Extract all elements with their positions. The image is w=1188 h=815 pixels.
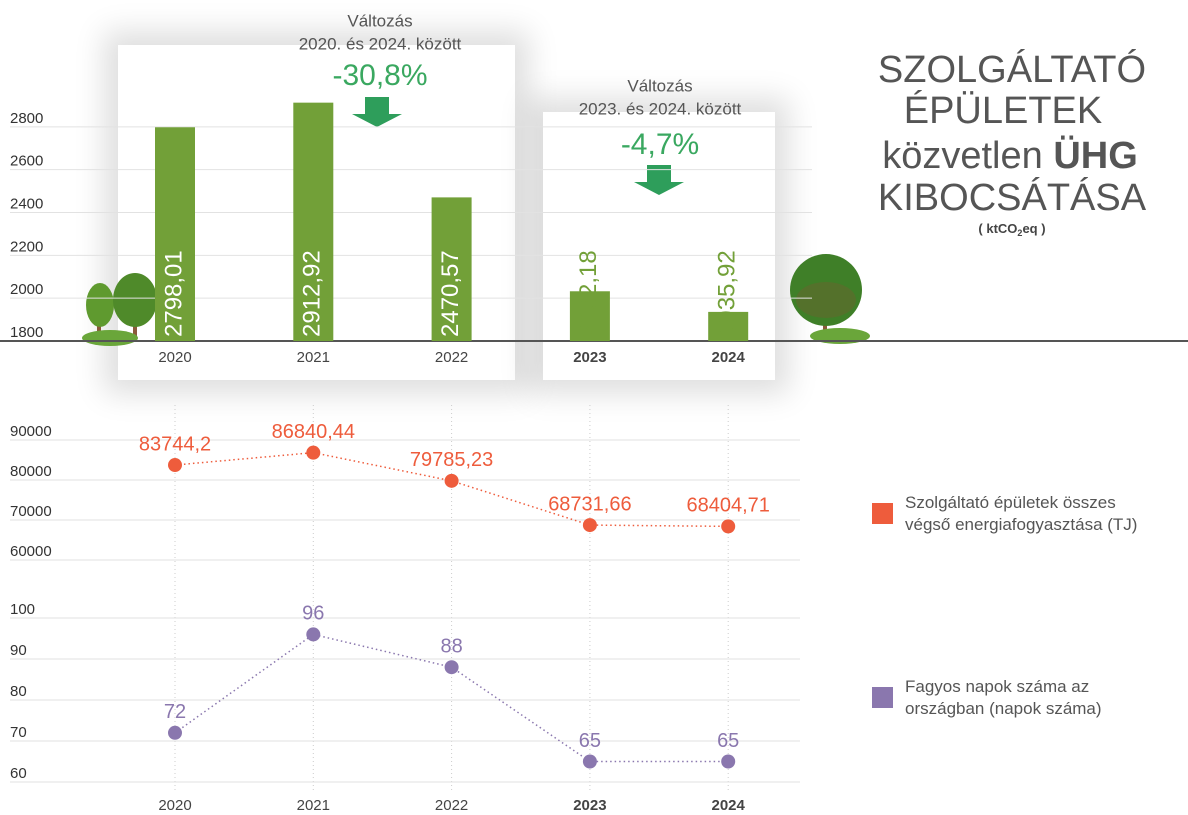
y-tick-label: 2600 <box>10 153 43 170</box>
y-tick-label: 60000 <box>10 543 52 560</box>
y-tick-label: 80000 <box>10 463 52 480</box>
x-tick-label: 2020 <box>158 797 191 814</box>
y-tick-label: 2400 <box>10 195 43 212</box>
x-tick-label: 2024 <box>712 349 746 366</box>
title-line: közvetlen ÜHG <box>882 134 1138 177</box>
data-label: 68404,71 <box>686 495 769 517</box>
data-label: 2798,01 <box>160 250 187 337</box>
y-tick-label: 2000 <box>10 281 43 298</box>
legend-item: Fagyos napok száma az országban (napok s… <box>872 676 1162 720</box>
y-tick-label: 100 <box>10 601 35 618</box>
annotation-text: 2023. és 2024. között <box>579 99 742 118</box>
data-point <box>445 660 459 674</box>
data-point <box>721 755 735 769</box>
y-tick-label: 90 <box>10 642 27 659</box>
annotation-value: -4,7% <box>621 128 699 161</box>
legend-swatch <box>872 503 893 524</box>
annotation-text: Változás <box>347 11 412 30</box>
y-tick-label: 70000 <box>10 503 52 520</box>
legend-item: Szolgáltató épületek összes végső energi… <box>872 492 1162 536</box>
trees <box>82 254 870 346</box>
data-point <box>721 519 735 533</box>
annotation-value: -30,8% <box>332 59 427 92</box>
x-tick-label: 2023 <box>573 349 606 366</box>
y-tick-label: 70 <box>10 724 27 741</box>
annotation-text: 2020. és 2024. között <box>299 34 462 53</box>
x-tick-label: 2021 <box>297 797 330 814</box>
y-tick-label: 60 <box>10 765 27 782</box>
data-label: 2912,92 <box>299 250 326 337</box>
data-label: 68731,66 <box>548 493 631 515</box>
data-point <box>306 627 320 641</box>
legend-label: Fagyos napok száma az országban (napok s… <box>905 676 1162 720</box>
data-point <box>583 518 597 532</box>
unit-part: eq ) <box>1022 221 1045 236</box>
data-label: 88 <box>440 635 462 657</box>
data-label: 79785,23 <box>410 449 493 471</box>
y-tick-label: 80 <box>10 683 27 700</box>
title-word: ÜHG <box>1053 134 1137 177</box>
y-tick-label: 2200 <box>10 238 43 255</box>
y-tick-label: 90000 <box>10 423 52 440</box>
x-tick-label: 2023 <box>573 797 606 814</box>
arrow <box>352 97 402 127</box>
data-point <box>583 755 597 769</box>
unit-part: ( ktCO <box>978 221 1017 236</box>
data-label: 65 <box>579 730 601 752</box>
data-label: 86840,44 <box>272 421 355 443</box>
data-label: 96 <box>302 603 324 625</box>
title: SZOLGÁLTATÓ ÉPÜLETEK közvetlen ÜHG KIBOC… <box>878 48 1147 238</box>
legend-label: Szolgáltató épületek összes végső energi… <box>905 492 1162 536</box>
annotation-text: Változás <box>627 76 692 95</box>
title-line: ÉPÜLETEK <box>904 89 1103 132</box>
legend-swatch <box>872 687 893 708</box>
data-point <box>306 446 320 460</box>
data-label: 72 <box>164 701 186 723</box>
annotation: Változás 2020. és 2024. között -30,8% Vá… <box>299 11 742 195</box>
y-tick-label: 2800 <box>10 110 43 127</box>
data-label: 2470,57 <box>437 250 464 337</box>
infographic: SZOLGÁLTATÓ ÉPÜLETEK közvetlen ÜHG KIBOC… <box>0 0 1188 815</box>
data-point <box>168 458 182 472</box>
data-label: 83744,2 <box>139 433 211 455</box>
y-tick-label: 1800 <box>10 324 43 341</box>
title-line: KIBOCSÁTÁSA <box>878 176 1147 219</box>
data-point <box>445 474 459 488</box>
data-label: 2032,18 <box>575 250 602 337</box>
data-point <box>168 726 182 740</box>
x-tick-label: 2022 <box>435 349 468 366</box>
title-line: SZOLGÁLTATÓ <box>878 48 1146 91</box>
x-tick-label: 2022 <box>435 797 468 814</box>
x-tick-label: 2021 <box>297 349 330 366</box>
x-tick-label: 2020 <box>158 349 191 366</box>
unit: ( ktCO2eq ) <box>978 221 1045 238</box>
title-word: közvetlen <box>882 135 1043 177</box>
x-tick-label: 2024 <box>712 797 746 814</box>
data-label: 1935,92 <box>714 250 741 337</box>
data-label: 65 <box>717 730 739 752</box>
